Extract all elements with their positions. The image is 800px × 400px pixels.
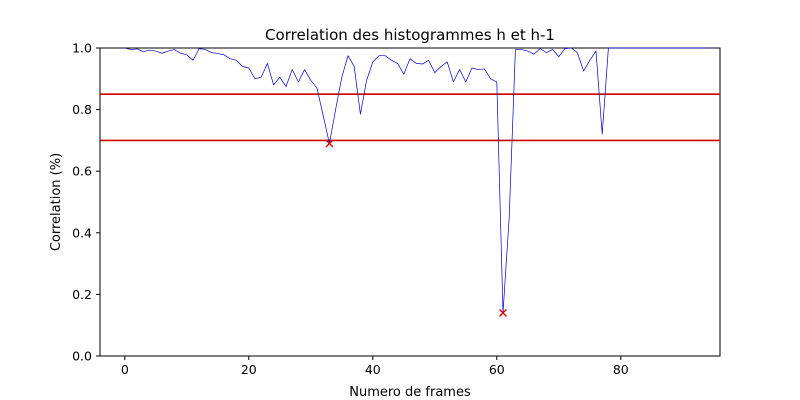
x-tick-label: 0 bbox=[121, 362, 129, 377]
plot-frame bbox=[99, 47, 721, 357]
cut-marker-1 bbox=[499, 308, 507, 317]
chart-title: Correlation des histogrammes h et h-1 bbox=[265, 26, 555, 44]
y-tick-label: 1.0 bbox=[72, 41, 92, 56]
x-tick-label: 60 bbox=[489, 362, 505, 377]
series-line-0 bbox=[124, 47, 714, 314]
cut-marker-0 bbox=[325, 139, 334, 148]
series-lines bbox=[124, 47, 714, 314]
x-tick-label: 20 bbox=[241, 362, 257, 377]
y-axis-label: Correlation (%) bbox=[49, 153, 64, 251]
x-axis-ticks: 0 20 40 60 80 bbox=[121, 356, 629, 377]
y-tick-label: 0.6 bbox=[72, 164, 92, 179]
y-tick-label: 0.2 bbox=[72, 287, 92, 302]
y-tick-label: 0.8 bbox=[72, 102, 92, 117]
y-tick-label: 0.4 bbox=[72, 225, 92, 240]
x-tick-label: 40 bbox=[365, 362, 381, 377]
y-axis-ticks: 0.0 0.2 0.4 0.6 0.8 1.0 bbox=[72, 41, 100, 364]
x-tick-label: 80 bbox=[613, 362, 629, 377]
threshold-lines bbox=[100, 93, 720, 142]
y-tick-label: 0.0 bbox=[72, 349, 92, 364]
x-axis-label: Numero de frames bbox=[349, 385, 471, 400]
detected-cut-markers bbox=[325, 139, 507, 317]
